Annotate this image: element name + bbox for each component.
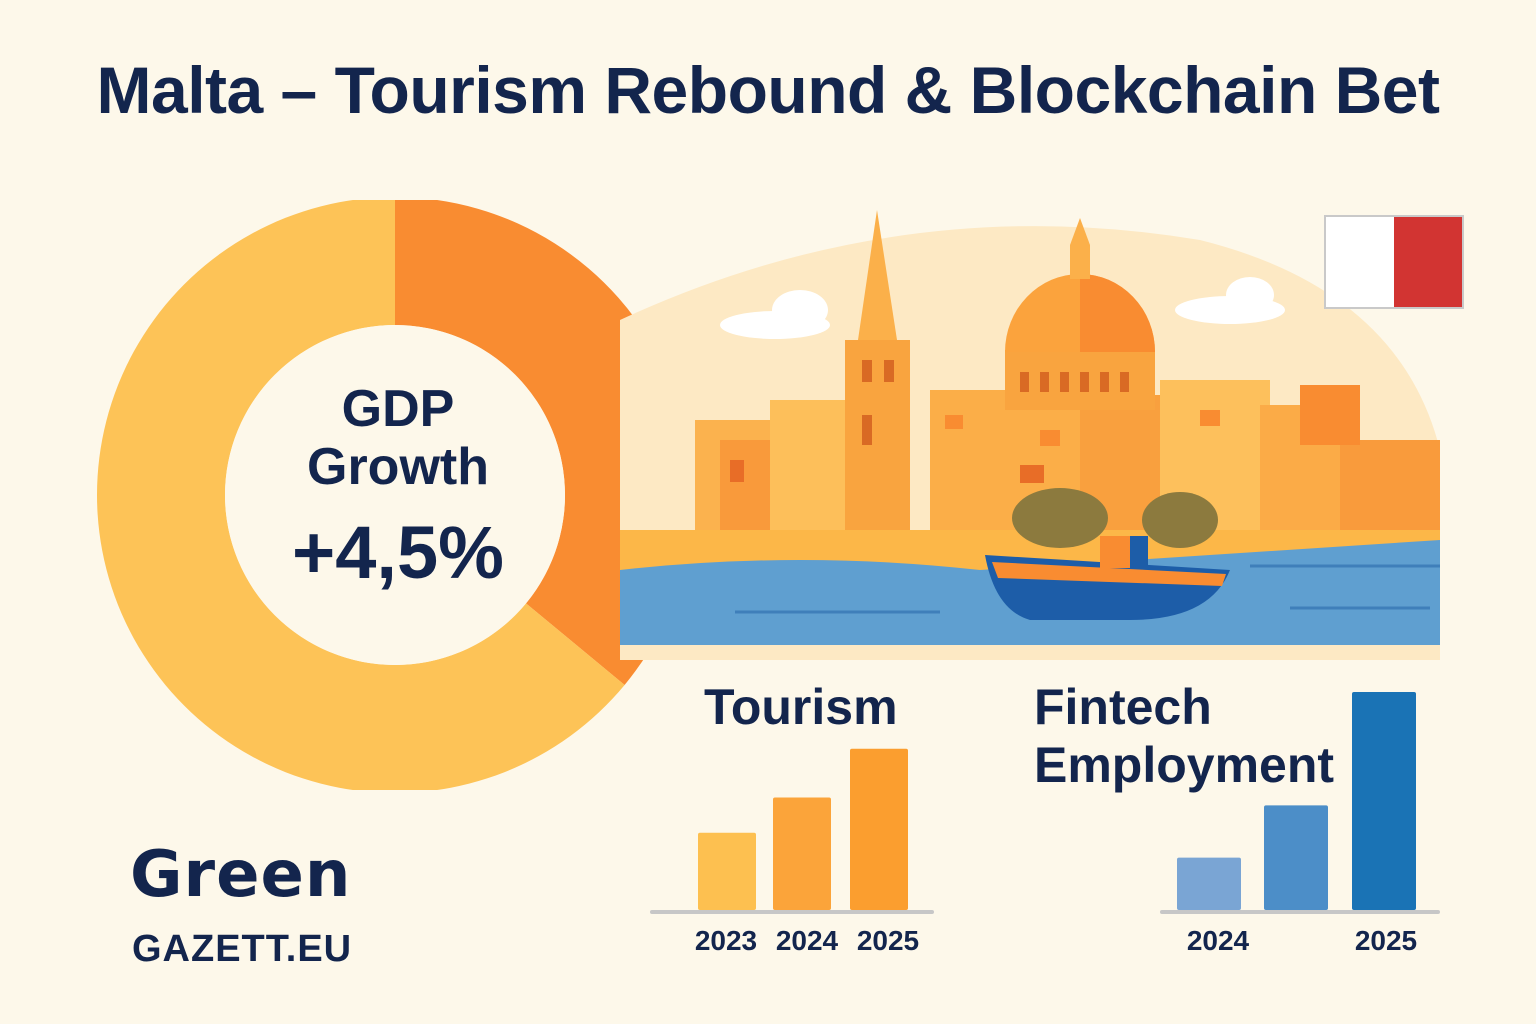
donut-label-line1: GDP: [341, 380, 455, 438]
donut-center-text: GDP Growth +4,5%: [228, 380, 568, 595]
cathedral-dome: [1005, 218, 1155, 410]
fintech-tick-label-0: 2024: [1187, 925, 1250, 956]
fintech-bar-0: [1177, 857, 1241, 910]
donut-label-line2: Growth: [307, 438, 489, 496]
fintech-bar-1: [1264, 805, 1328, 910]
malta-flag-icon: [1324, 215, 1464, 309]
donut-hole: [225, 325, 565, 665]
fintech-title-line1: Fintech: [1034, 679, 1212, 735]
city-buildings: [695, 380, 1440, 530]
gdp-growth-value: +4,5%: [292, 511, 504, 594]
water-ripples: [735, 564, 1440, 614]
luzzu-boat-icon: [985, 536, 1230, 620]
cloud-icon: [720, 277, 1285, 339]
tourism-bar-1: [773, 797, 831, 910]
fintech-tick-label-2: 2025: [1355, 925, 1417, 956]
tourism-bar-0: [698, 832, 756, 910]
donut-slice-0: [395, 200, 693, 685]
fintech-bar-2: [1352, 692, 1416, 910]
fintech-bar-chart: 2024 2025: [1160, 692, 1440, 956]
fintech-chart-title: Fintech Employment: [1034, 678, 1334, 794]
tourism-tick-label-2: 2025: [857, 925, 919, 956]
tourism-tick-label-1: 2024: [776, 925, 839, 956]
donut-slice-1: [97, 200, 625, 790]
gdp-donut-chart: [97, 200, 693, 790]
tree-icon: [1012, 488, 1218, 548]
brand-logo: Green: [130, 838, 352, 912]
fintech-title-line2: Employment: [1034, 737, 1335, 793]
church-bell-tower: [845, 210, 910, 530]
tourism-bar-2: [850, 748, 908, 910]
page-title: Malta – Tourism Rebound & Blockchain Bet: [96, 53, 1440, 127]
tourism-chart-title: Tourism: [704, 679, 898, 735]
brand-domain: GAZETT.EU: [132, 928, 353, 970]
tourism-tick-label-0: 2023: [695, 925, 757, 956]
tourism-bar-chart: 2023 2024 2025: [650, 748, 934, 956]
valletta-skyline-illustration: [620, 210, 1440, 660]
